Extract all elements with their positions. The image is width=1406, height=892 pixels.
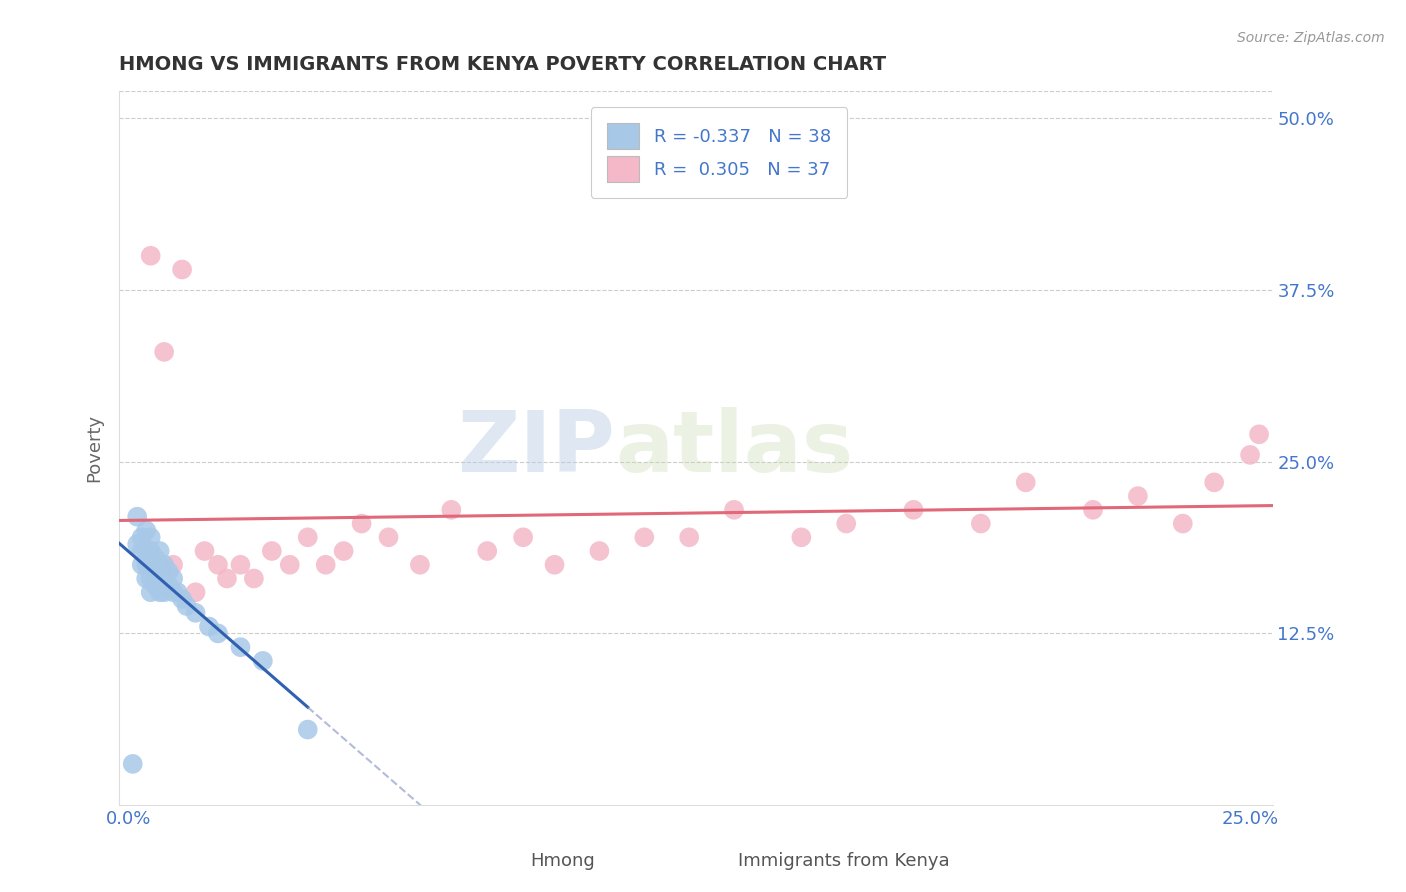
Point [139, 544, 162, 558]
Point [149, 544, 172, 558]
Point [198, 619, 221, 633]
Point [162, 585, 184, 599]
Point [315, 558, 337, 572]
Point [157, 578, 180, 592]
Point [903, 503, 925, 517]
Point [332, 544, 354, 558]
Text: ZIP: ZIP [457, 407, 616, 490]
Text: Hmong: Hmong [530, 852, 595, 870]
Point [184, 606, 207, 620]
Point [297, 723, 319, 737]
Point [139, 585, 162, 599]
Point [588, 544, 610, 558]
Point [135, 572, 157, 586]
Point [678, 530, 700, 544]
Point [835, 516, 858, 531]
Point [139, 572, 162, 586]
Point [207, 558, 229, 572]
Point [153, 558, 176, 572]
Point [278, 558, 301, 572]
Point [723, 503, 745, 517]
Point [149, 558, 172, 572]
Point [1081, 503, 1104, 517]
Point [252, 654, 274, 668]
Point [1126, 489, 1149, 503]
Point [131, 544, 153, 558]
Point [440, 503, 463, 517]
Point [166, 585, 188, 599]
Text: Source: ZipAtlas.com: Source: ZipAtlas.com [1237, 31, 1385, 45]
Point [215, 572, 238, 586]
Text: atlas: atlas [616, 407, 853, 490]
Point [131, 530, 153, 544]
Point [131, 558, 153, 572]
Point [153, 572, 176, 586]
Point [135, 558, 157, 572]
Point [409, 558, 432, 572]
Point [139, 249, 162, 263]
Point [229, 558, 252, 572]
Point [149, 572, 172, 586]
Point [243, 572, 266, 586]
Point [229, 640, 252, 655]
Point [135, 524, 157, 538]
Point [193, 544, 215, 558]
Point [1015, 475, 1038, 490]
Point [127, 537, 149, 551]
Point [543, 558, 565, 572]
Point [1247, 427, 1270, 442]
Point [790, 530, 813, 544]
Point [970, 516, 993, 531]
Point [176, 599, 198, 613]
Point [143, 550, 166, 565]
Point [207, 626, 229, 640]
Y-axis label: Poverty: Poverty [86, 414, 103, 482]
Point [121, 756, 143, 771]
Point [143, 565, 166, 579]
Text: Immigrants from Kenya: Immigrants from Kenya [738, 852, 949, 870]
Point [153, 585, 176, 599]
Point [1239, 448, 1261, 462]
Legend: R = -0.337   N = 38, R =  0.305   N = 37: R = -0.337 N = 38, R = 0.305 N = 37 [591, 107, 848, 198]
Point [139, 558, 162, 572]
Point [350, 516, 373, 531]
Point [633, 530, 655, 544]
Point [1171, 516, 1194, 531]
Point [157, 565, 180, 579]
Point [127, 509, 149, 524]
Point [149, 585, 172, 599]
Point [184, 585, 207, 599]
Point [135, 544, 157, 558]
Point [172, 262, 194, 277]
Point [1204, 475, 1226, 490]
Point [172, 592, 194, 607]
Text: HMONG VS IMMIGRANTS FROM KENYA POVERTY CORRELATION CHART: HMONG VS IMMIGRANTS FROM KENYA POVERTY C… [120, 55, 886, 74]
Point [139, 530, 162, 544]
Point [153, 345, 176, 359]
Point [377, 530, 399, 544]
Point [260, 544, 283, 558]
Point [297, 530, 319, 544]
Point [162, 572, 184, 586]
Point [143, 578, 166, 592]
Point [477, 544, 499, 558]
Point [512, 530, 534, 544]
Point [162, 558, 184, 572]
